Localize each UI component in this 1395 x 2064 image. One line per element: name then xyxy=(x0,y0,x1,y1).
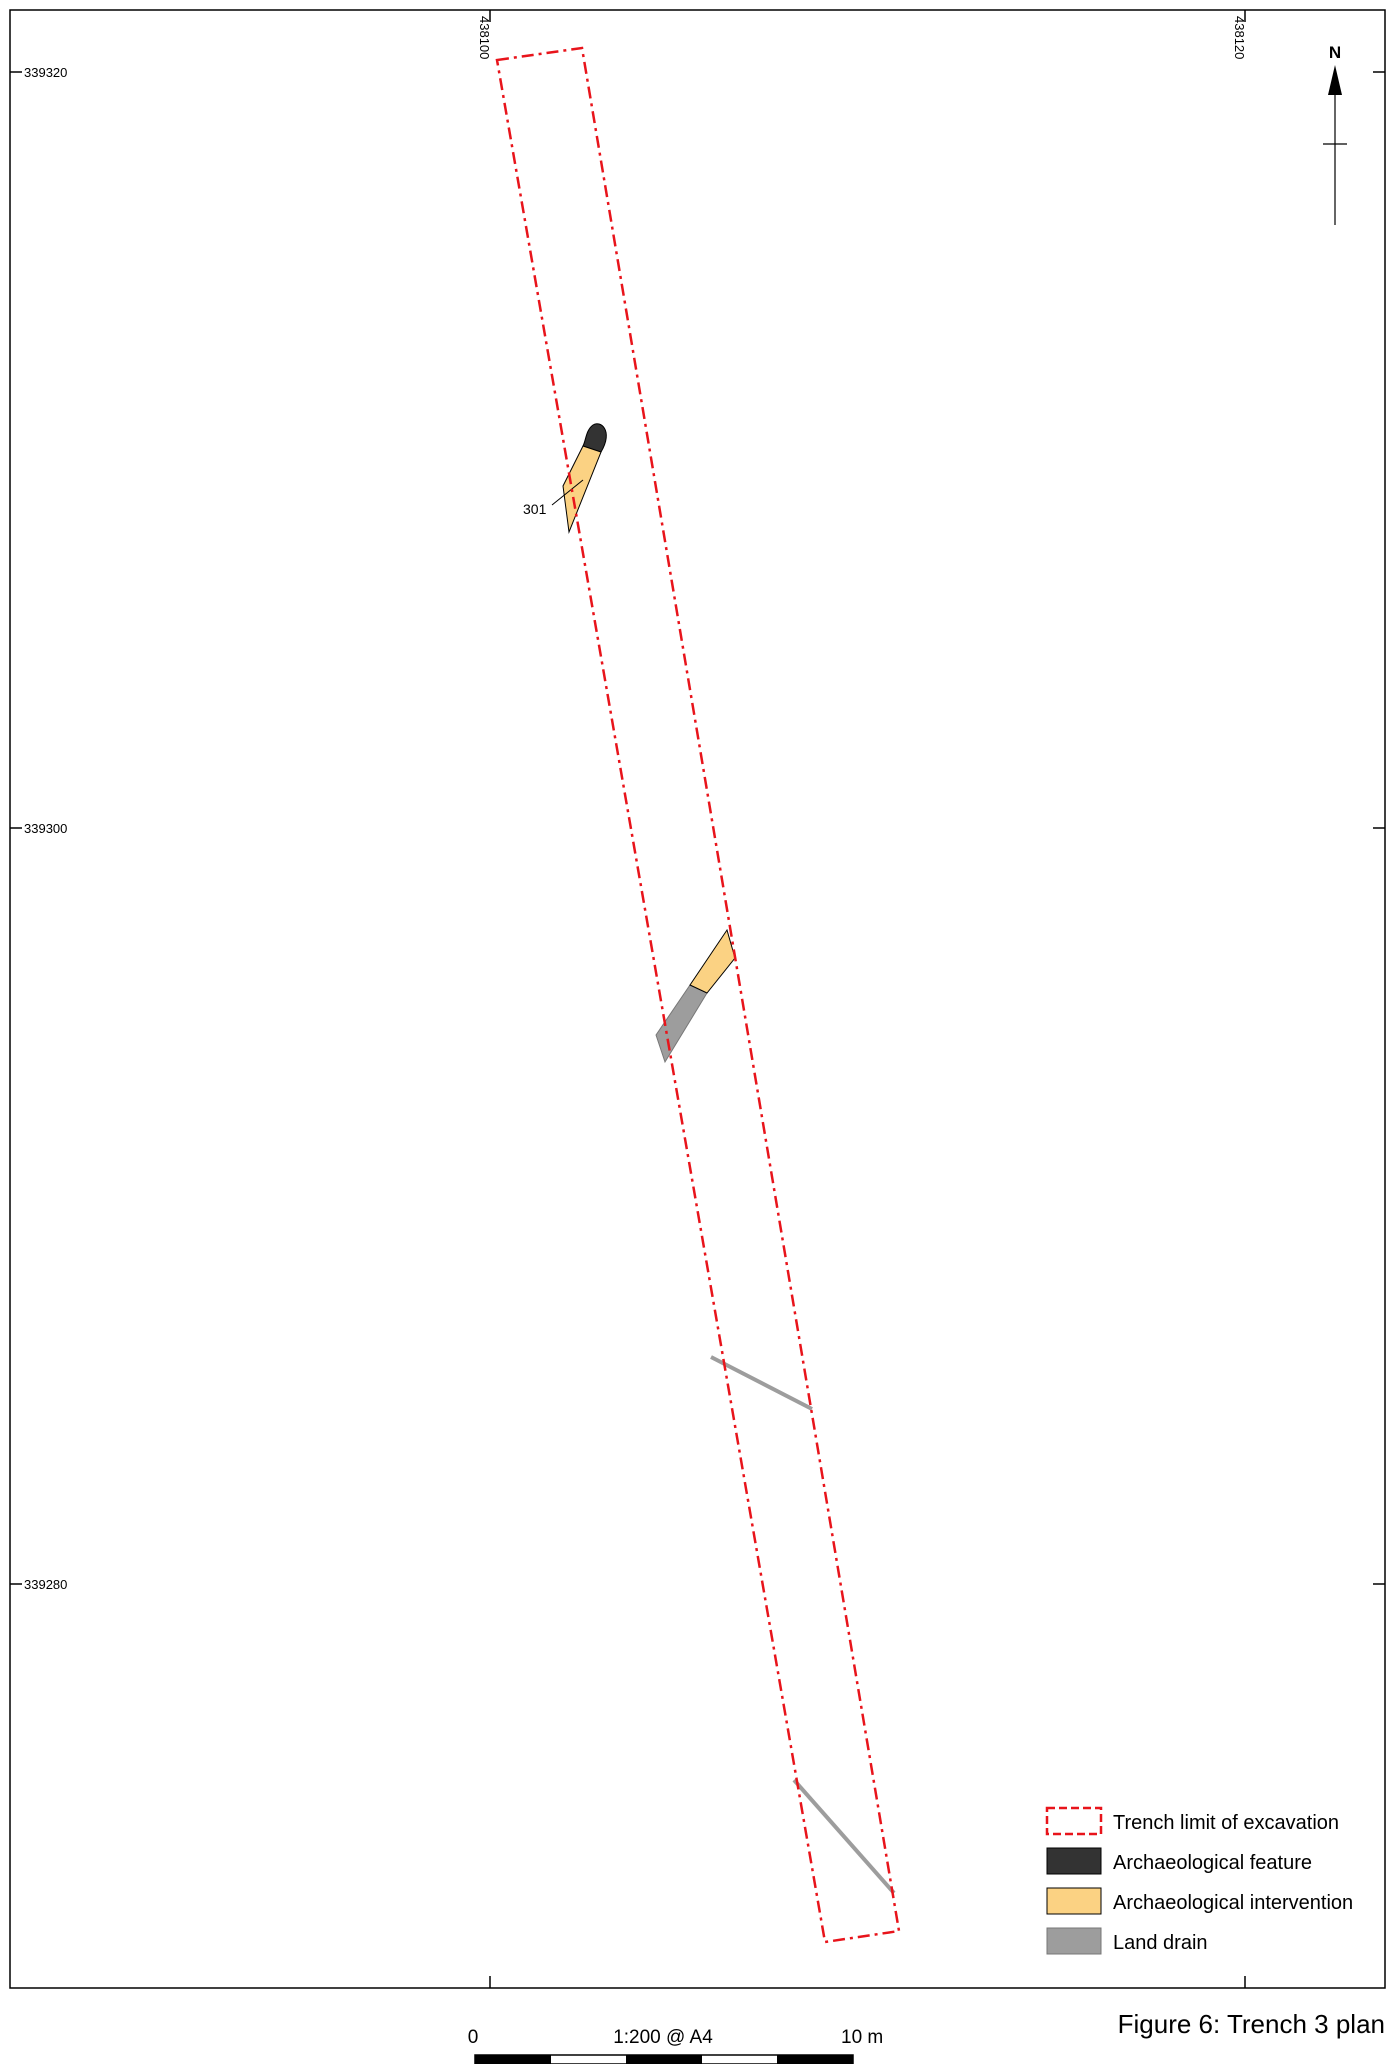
intervention-301-label: 301 xyxy=(523,501,547,517)
legend-swatch-intervention xyxy=(1046,1887,1102,1915)
northing-label-339320: 339320 xyxy=(24,65,67,80)
legend-label-intervention: Archaeological intervention xyxy=(1113,1892,1353,1914)
land-drain-2-line xyxy=(710,1355,813,1411)
scale-end-label: 10 m xyxy=(841,2027,883,2048)
trench-limit-outline xyxy=(495,46,901,1944)
figure-caption: Figure 6: Trench 3 plan xyxy=(1118,2009,1385,2039)
legend-label-trench: Trench limit of excavation xyxy=(1113,1812,1339,1834)
legend-swatch-drain xyxy=(1046,1927,1102,1955)
legend-swatch-trench xyxy=(1045,1806,1103,1836)
legend-swatch-feature xyxy=(1046,1847,1102,1875)
intervention-301-shape xyxy=(562,445,602,534)
northing-label-339280: 339280 xyxy=(24,1577,67,1592)
easting-label-438100: 438100 xyxy=(477,16,492,59)
legend-label-feature: Archaeological feature xyxy=(1113,1852,1312,1874)
easting-label-438120: 438120 xyxy=(1232,16,1247,59)
svg-text:N: N xyxy=(1329,43,1341,62)
scale-start-label: 0 xyxy=(468,2027,479,2048)
archaeological-feature-shape xyxy=(582,423,607,453)
map-frame xyxy=(9,9,1386,1989)
intervention-2-shape xyxy=(689,928,736,994)
land-drain-1-shape xyxy=(655,984,708,1064)
grid-ticks xyxy=(10,10,1385,1988)
intervention-301-leader xyxy=(551,479,584,506)
land-drain-3-line xyxy=(792,1778,896,1895)
legend-label-drain: Land drain xyxy=(1113,1932,1208,1954)
northing-label-339300: 339300 xyxy=(24,821,67,836)
scale-bar: 0 1:200 @ A4 10 m xyxy=(468,2027,883,2064)
scale-ratio-label: 1:200 @ A4 xyxy=(613,2027,713,2048)
north-arrow-icon: N xyxy=(1323,43,1347,225)
legend: Trench limit of excavation Archaeologica… xyxy=(1045,1806,1353,1955)
